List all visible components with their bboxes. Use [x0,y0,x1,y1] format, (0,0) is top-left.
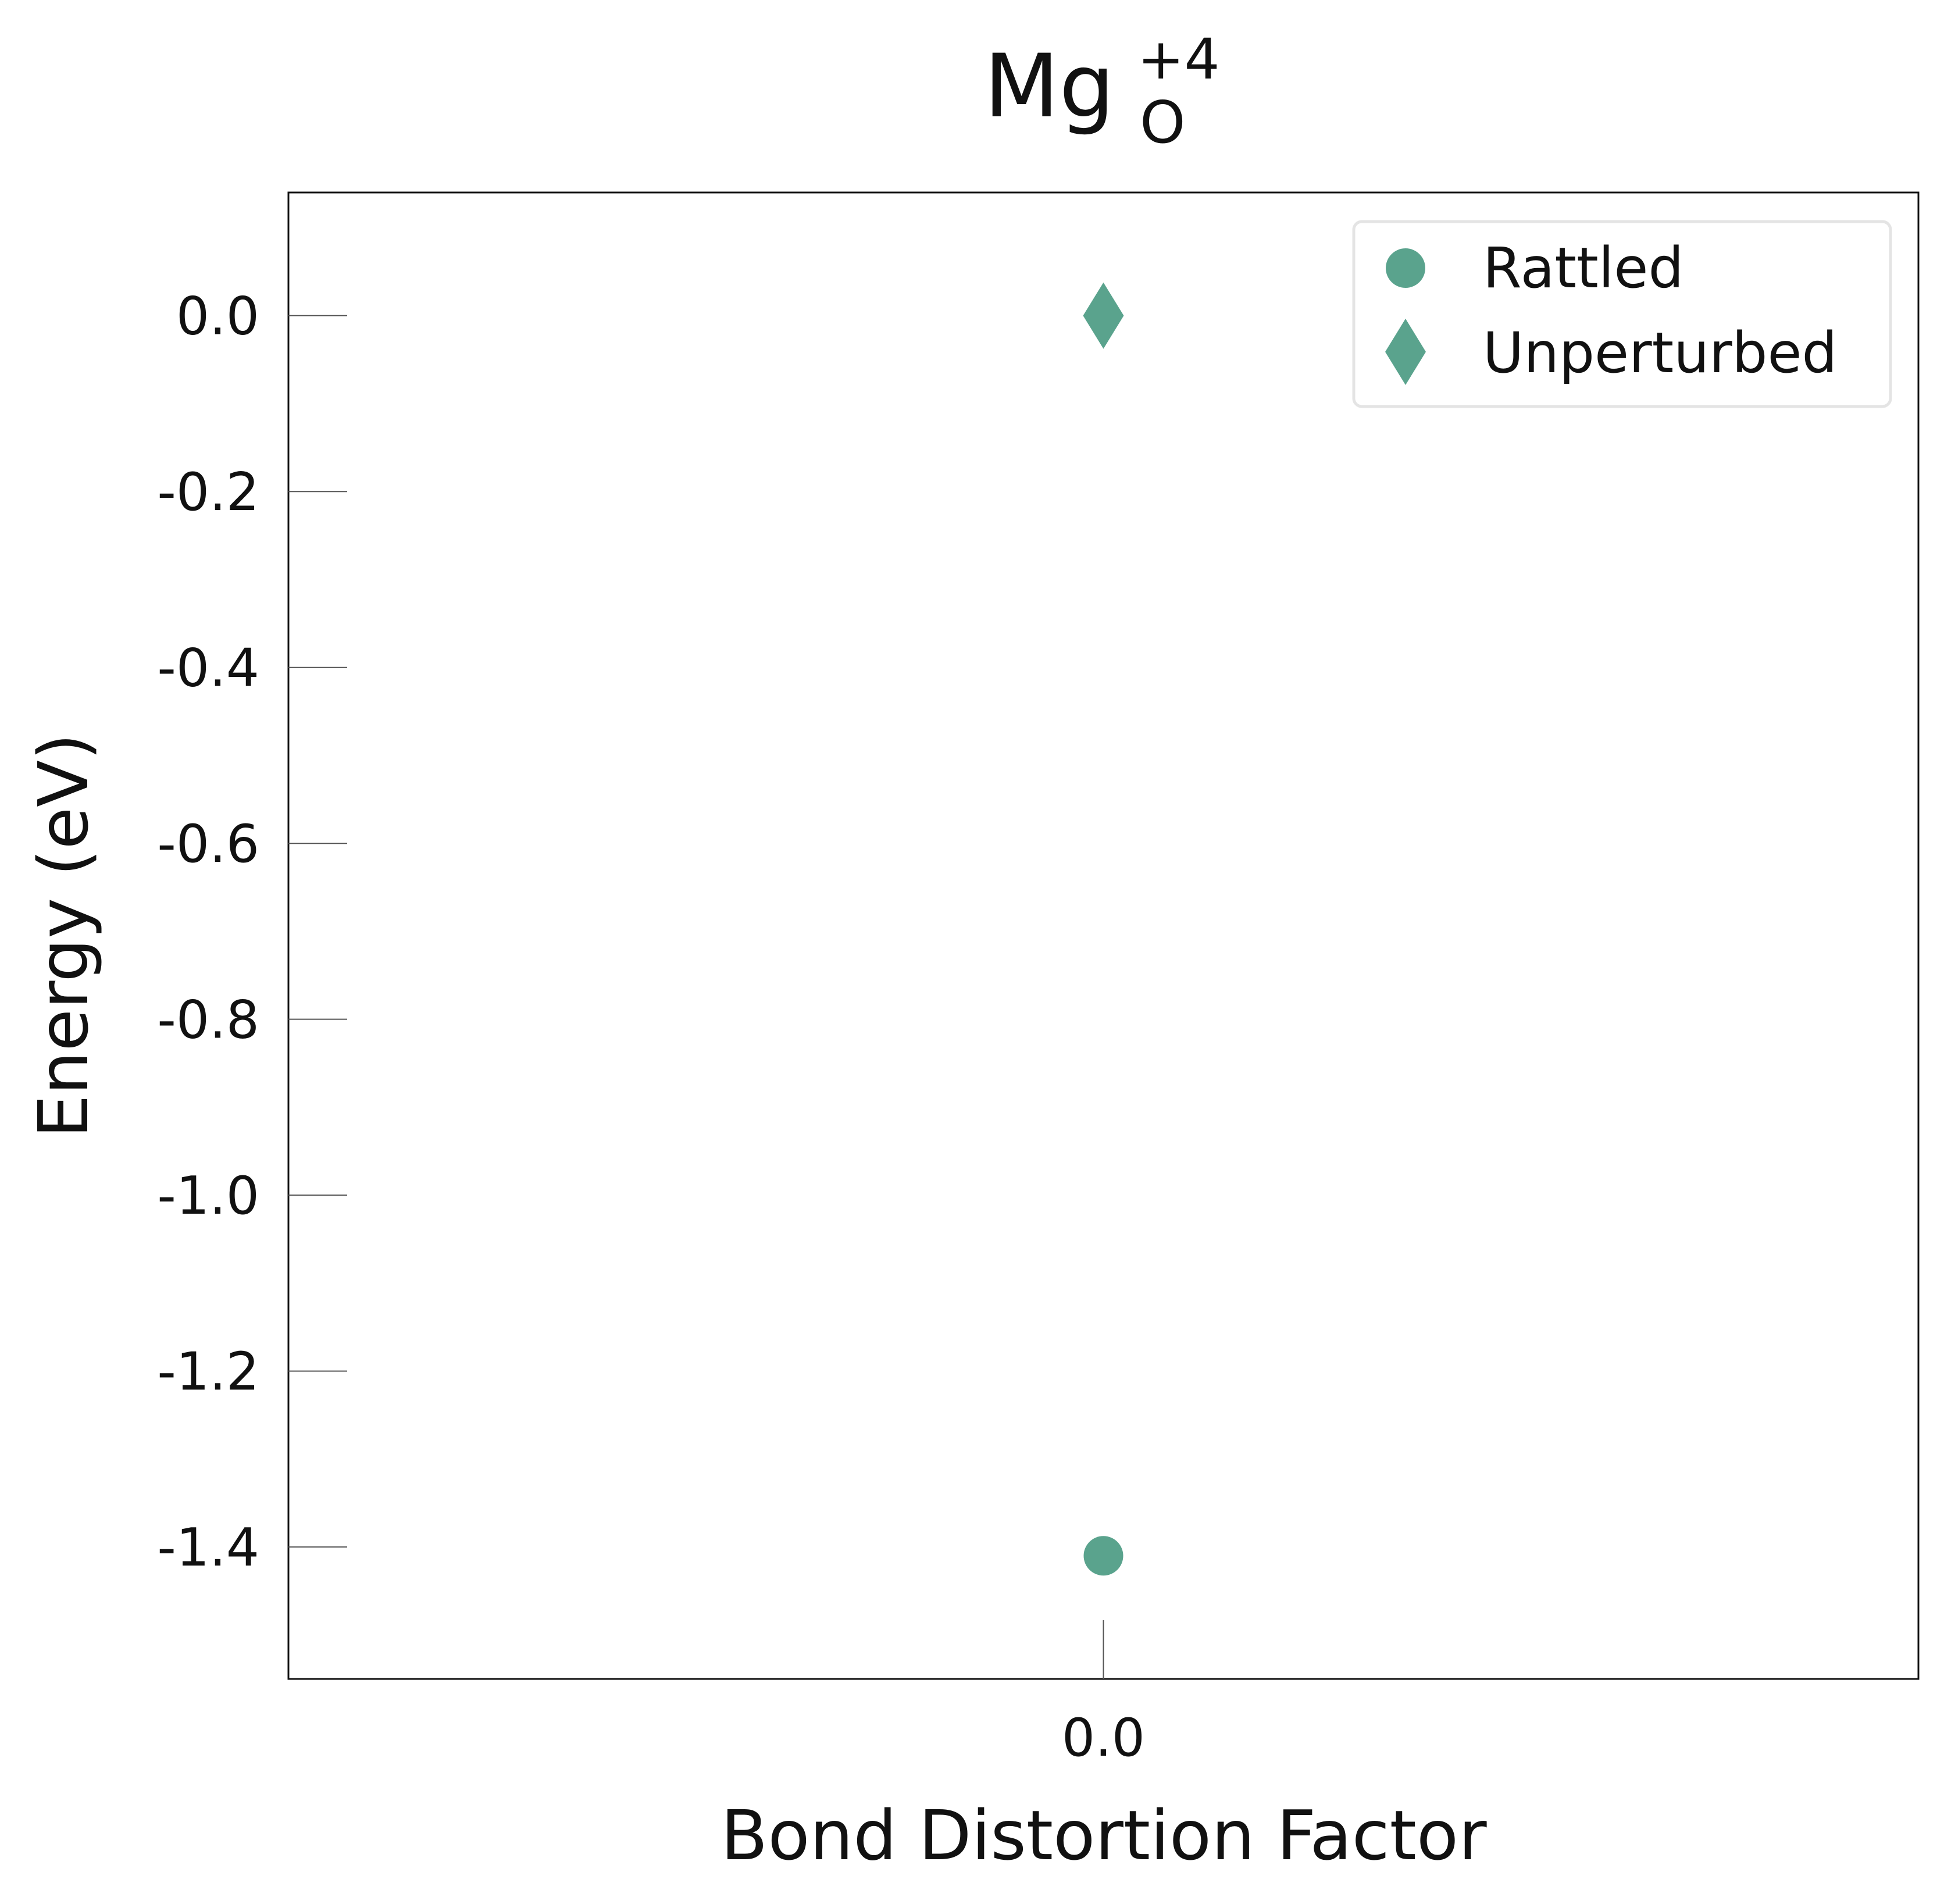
legend: Rattled Unperturbed [1352,220,1892,408]
x-axis: 0.0 [1062,1620,1145,1768]
y-tick-label: -1.4 [157,1517,259,1578]
title-subscript: O [1140,88,1186,156]
chart-title: Mg +4 O [984,27,1220,156]
data-point-rattled [1083,1536,1123,1576]
data-point-unperturbed [1083,282,1124,349]
y-tick-label: -0.2 [157,462,259,523]
legend-box [1352,220,1892,408]
y-tick-label: -0.4 [157,638,259,699]
plot-frame [287,191,1920,1680]
y-tick-label: -0.8 [157,990,259,1051]
y-tick-label: -1.0 [157,1165,259,1226]
y-axis-label: Energy (eV) [23,733,104,1138]
x-tick-label: 0.0 [1062,1707,1145,1768]
title-main: Mg [984,36,1115,137]
legend-label-unperturbed: Unperturbed [1483,320,1837,386]
y-tick-label: -1.2 [157,1342,259,1403]
y-axis: 0.0 -0.2 -0.4 -0.6 -0.8 -1.0 -1.2 -1.4 [157,286,347,1578]
y-tick-label: -0.6 [157,814,259,875]
legend-label-rattled: Rattled [1483,236,1683,301]
x-axis-label: Bond Distortion Factor [720,1795,1487,1876]
title-superscript: +4 [1137,27,1220,92]
y-tick-label: 0.0 [176,286,259,347]
legend-marker-unperturbed [1385,319,1426,385]
legend-marker-rattled [1386,248,1425,288]
data-points [1083,282,1124,1576]
